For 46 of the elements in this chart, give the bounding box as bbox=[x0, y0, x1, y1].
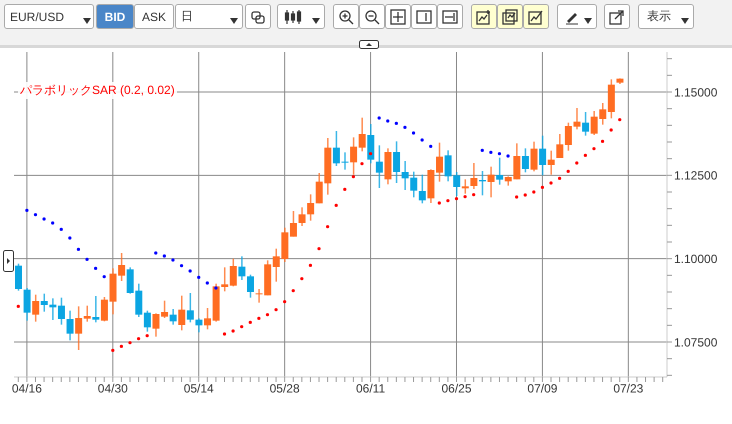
candlestick bbox=[298, 206, 306, 227]
candlestick bbox=[246, 274, 254, 298]
candlestick bbox=[539, 134, 546, 176]
candlestick bbox=[376, 144, 383, 189]
candlestick bbox=[418, 174, 426, 204]
candlestick bbox=[238, 256, 246, 281]
candlestick bbox=[92, 295, 100, 324]
candlestick bbox=[126, 266, 134, 294]
candlestick bbox=[530, 140, 538, 172]
candlestick bbox=[590, 110, 598, 136]
candlestick bbox=[488, 166, 495, 198]
candlestick bbox=[522, 148, 529, 174]
candlestick bbox=[470, 162, 478, 190]
candlestick bbox=[548, 150, 555, 176]
x-tick-label: 05/14 bbox=[184, 382, 214, 396]
candlestick bbox=[15, 262, 22, 292]
y-tick-label: 1.15000 bbox=[674, 85, 718, 100]
y-tick-label: 1.12500 bbox=[674, 168, 718, 183]
candlestick bbox=[582, 111, 590, 136]
text: ASK bbox=[134, 4, 174, 29]
x-tick-label: 06/25 bbox=[441, 382, 472, 396]
candlestick bbox=[66, 310, 74, 342]
candlestick bbox=[186, 292, 194, 324]
candlestick bbox=[230, 258, 237, 288]
text: BID bbox=[96, 4, 134, 29]
candlestick bbox=[170, 308, 177, 326]
x-tick-label: 06/11 bbox=[356, 382, 386, 396]
x-tick-label: 04/16 bbox=[12, 382, 42, 396]
x-tick-label: 07/23 bbox=[613, 382, 644, 396]
candlestick bbox=[195, 318, 202, 334]
text: 日 bbox=[175, 4, 243, 29]
candlestick bbox=[178, 294, 186, 332]
x-tick-label: 05/28 bbox=[270, 382, 300, 396]
candlestick bbox=[496, 156, 504, 186]
candlestick bbox=[478, 170, 486, 196]
candlestick bbox=[32, 294, 40, 322]
text: EUR/USD bbox=[4, 4, 94, 29]
candlestick bbox=[462, 178, 469, 194]
candlestick bbox=[24, 287, 31, 322]
y-tick-label: 1.10000 bbox=[674, 252, 718, 266]
candlestick bbox=[393, 140, 400, 184]
x-tick-label: 04/30 bbox=[98, 382, 128, 396]
y-tick-label: 1.07500 bbox=[674, 335, 718, 350]
text: 表示 bbox=[638, 4, 694, 29]
x-tick-label: 07/09 bbox=[527, 382, 558, 396]
text: パラボリックSAR (0.2, 0.02) bbox=[20, 83, 175, 97]
